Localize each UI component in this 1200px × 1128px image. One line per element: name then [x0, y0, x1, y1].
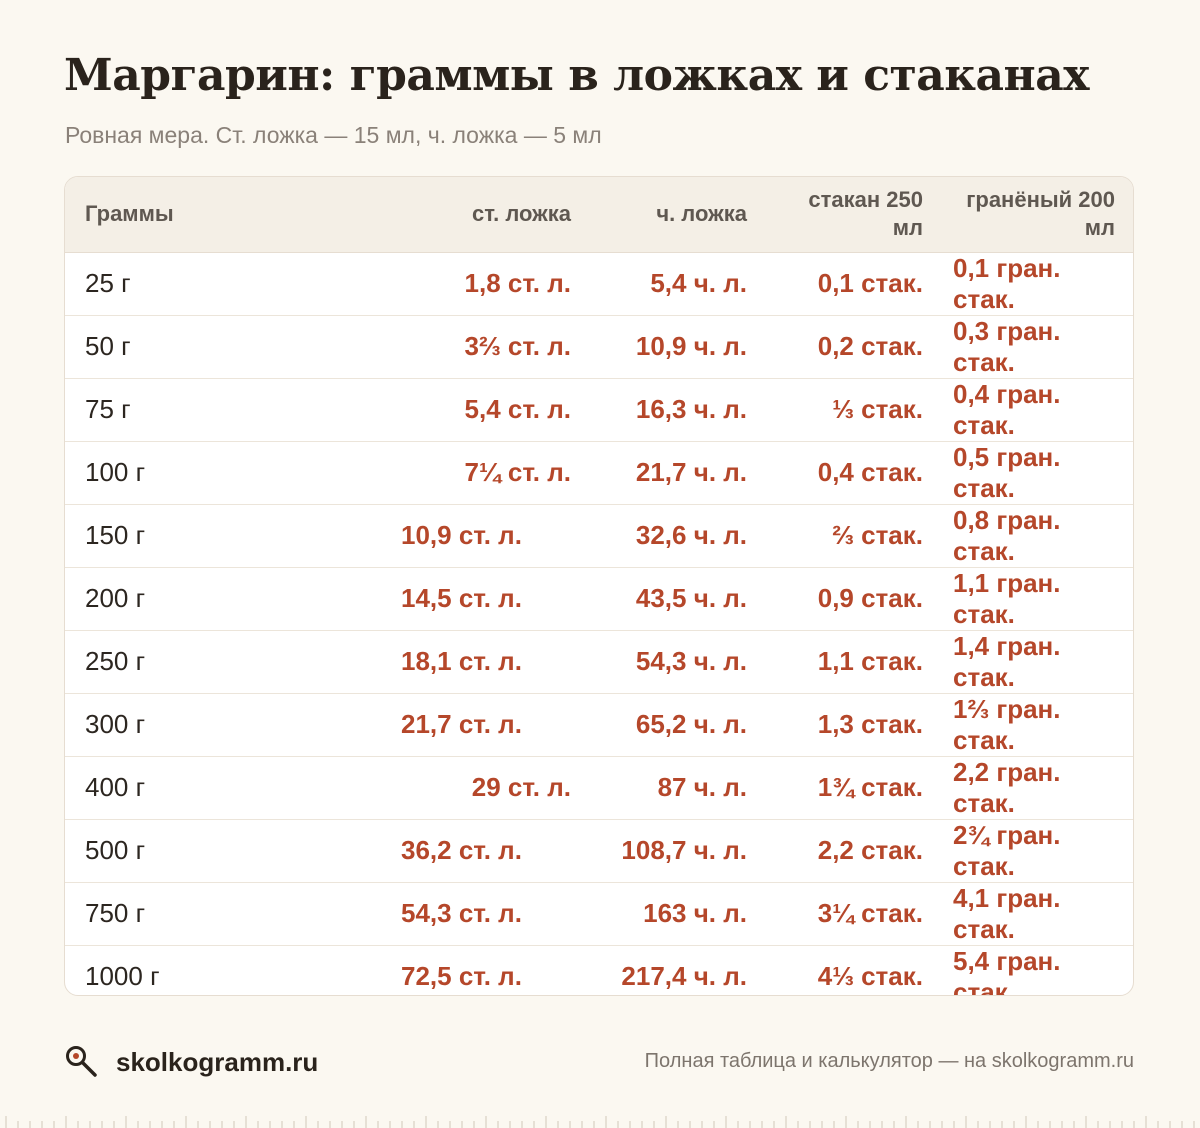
- cell-teaspoon: 21,7 ч. л.: [591, 440, 767, 504]
- table-row: 150 г 10,9 ст. л. 32,6 ч. л. ⅔ стак. 0,8 гра…: [65, 503, 1133, 567]
- cell-cup-250: 4⅓ стак.: [767, 944, 943, 995]
- cell-teaspoon: 87 ч. л.: [591, 755, 767, 819]
- cell-cup-250: ⅔ стак.: [767, 503, 943, 567]
- cell-tablespoon: 14,5 ст. л.: [391, 566, 591, 630]
- table-row: 750 г 54,3 ст. л. 163 ч. л. 3¼ стак. 4,1 гра…: [65, 881, 1133, 945]
- cell-faceted-glass-200: 0,1 гран. стак.: [953, 252, 1061, 314]
- page-subtitle: Ровная мера. Ст. ложка — 15 мл, ч. ложка…: [65, 122, 602, 148]
- footer-note: Полная таблица и калькулятор — на skolko…: [644, 1050, 1134, 1072]
- cell-teaspoon: 10,9 ч. л.: [591, 314, 767, 378]
- header-row: Граммы ст. ложка ч. ложка стакан 250 мл …: [65, 177, 1133, 253]
- cell-faceted-glass-200: 4,1 гран. стак.: [943, 881, 1133, 945]
- cell-cup-250: 2,2 стак.: [767, 818, 943, 882]
- cell-teaspoon: 163 ч. л.: [591, 881, 767, 945]
- cell-teaspoon: 54,3 ч. л.: [591, 629, 767, 693]
- table-row: 75 г 5,4 ст. л. 16,3 ч. л. ⅓ стак. 0,4 гран.…: [65, 377, 1133, 441]
- cell-tablespoon: 36,2 ст. л.: [391, 818, 591, 882]
- cell-tablespoon: 21,7 ст. л.: [391, 692, 591, 756]
- cell-cup-250: 0,1 стак.: [817, 268, 923, 298]
- table-row: 400 г 29 ст. л. 87 ч. л. 1¾ стак. 2,2 гран. …: [65, 755, 1133, 819]
- cell-grams: 250 г: [65, 629, 391, 693]
- table-row: 300 г 21,7 ст. л. 65,2 ч. л. 1,3 стак. 1⅔ гр…: [65, 692, 1133, 756]
- conversion-table: Граммы ст. ложка ч. ложка стакан 250 мл …: [65, 177, 1133, 995]
- cell-faceted-glass-200: 1,4 гран. стак.: [943, 629, 1133, 693]
- cell-tablespoon: 3⅔ ст. л.: [391, 314, 591, 378]
- table-row: 25 г 1,8 ст. л. 5,4 ч. л. 0,1 стак. 0,1 гран…: [65, 252, 1133, 315]
- cell-faceted-glass-200: 0,3 гран. стак.: [943, 314, 1133, 378]
- header-teaspoon: ч. ложка: [591, 177, 767, 253]
- cell-grams: 25 г: [85, 268, 131, 298]
- cell-cup-250: 1¾ стак.: [767, 755, 943, 819]
- table-row: 250 г 18,1 ст. л. 54,3 ч. л. 1,1 стак. 1,4 г…: [65, 629, 1133, 693]
- cell-faceted-glass-200: 0,4 гран. стак.: [943, 377, 1133, 441]
- cell-grams: 400 г: [65, 755, 391, 819]
- cell-faceted-glass-200: 1⅔ гран. стак.: [943, 692, 1133, 756]
- cell-grams: 150 г: [65, 503, 391, 567]
- cell-teaspoon: 108,7 ч. л.: [591, 818, 767, 882]
- cell-teaspoon: 16,3 ч. л.: [591, 377, 767, 441]
- cell-grams: 75 г: [65, 377, 391, 441]
- footer-logo[interactable]: skolkogramm.ru: [64, 1044, 318, 1080]
- header-tablespoon: ст. ложка: [391, 177, 591, 253]
- cell-faceted-glass-200: 5,4 гран. стак.: [943, 944, 1133, 995]
- cell-cup-250: ⅓ стак.: [767, 377, 943, 441]
- cell-tablespoon: 10,9 ст. л.: [391, 503, 591, 567]
- table-row: 100 г 7¼ ст. л. 21,7 ч. л. 0,4 стак. 0,5 гра…: [65, 440, 1133, 504]
- cell-tablespoon: 7¼ ст. л.: [391, 440, 591, 504]
- cell-grams: 300 г: [65, 692, 391, 756]
- cell-faceted-glass-200: 1,1 гран. стак.: [943, 566, 1133, 630]
- cell-faceted-glass-200: 0,5 гран. стак.: [943, 440, 1133, 504]
- header-grams: Граммы: [65, 177, 391, 253]
- cell-cup-250: 1,1 стак.: [767, 629, 943, 693]
- cell-grams: 50 г: [65, 314, 391, 378]
- cell-tablespoon: 72,5 ст. л.: [391, 944, 591, 995]
- page-title: Маргарин: граммы в ложках и стаканах: [64, 50, 1090, 101]
- cell-tablespoon: 1,8 ст. л.: [464, 268, 571, 298]
- magnifier-icon: [66, 1046, 97, 1077]
- cell-grams: 100 г: [65, 440, 391, 504]
- conversion-table-card: Граммы ст. ложка ч. ложка стакан 250 мл …: [64, 176, 1134, 996]
- cell-teaspoon: 217,4 ч. л.: [591, 944, 767, 995]
- cell-teaspoon: 65,2 ч. л.: [591, 692, 767, 756]
- table-row: 500 г 36,2 ст. л. 108,7 ч. л. 2,2 стак. 2¾ г…: [65, 818, 1133, 882]
- cell-tablespoon: 18,1 ст. л.: [391, 629, 591, 693]
- cell-teaspoon: 43,5 ч. л.: [591, 566, 767, 630]
- cell-grams: 750 г: [65, 881, 391, 945]
- cell-tablespoon: 29 ст. л.: [391, 755, 591, 819]
- header-cup-250: стакан 250 мл: [767, 177, 943, 253]
- cell-faceted-glass-200: 2,2 гран. стак.: [943, 755, 1133, 819]
- table-row: 50 г 3⅔ ст. л. 10,9 ч. л. 0,2 стак. 0,3 гран…: [65, 314, 1133, 378]
- cell-faceted-glass-200: 2¾ гран. стак.: [943, 818, 1133, 882]
- cell-cup-250: 0,4 стак.: [767, 440, 943, 504]
- cell-cup-250: 3¼ стак.: [767, 881, 943, 945]
- cell-cup-250: 0,2 стак.: [767, 314, 943, 378]
- cell-cup-250: 1,3 стак.: [767, 692, 943, 756]
- ruler-decoration: [5, 1116, 1195, 1128]
- table-body: 25 г 1,8 ст. л. 5,4 ч. л. 0,1 стак. 0,1 гран…: [65, 252, 1133, 995]
- cell-teaspoon: 32,6 ч. л.: [591, 503, 767, 567]
- cell-tablespoon: 54,3 ст. л.: [391, 881, 591, 945]
- table-row: 1000 г 72,5 ст. л. 217,4 ч. л. 4⅓ стак. 5,4 …: [65, 944, 1133, 995]
- site-name[interactable]: skolkogramm.ru: [116, 1046, 319, 1077]
- cell-grams: 1000 г: [65, 944, 391, 995]
- cell-grams: 200 г: [65, 566, 391, 630]
- table-row: 200 г 14,5 ст. л. 43,5 ч. л. 0,9 стак. 1,1 г…: [65, 566, 1133, 630]
- table-header: Граммы ст. ложка ч. ложка стакан 250 мл …: [65, 177, 1133, 253]
- header-faceted-glass-200: гранёный 200 мл: [943, 177, 1133, 253]
- cell-tablespoon: 5,4 ст. л.: [391, 377, 591, 441]
- cell-grams: 500 г: [65, 818, 391, 882]
- cell-teaspoon: 5,4 ч. л.: [650, 268, 747, 298]
- cell-faceted-glass-200: 0,8 гран. стак.: [943, 503, 1133, 567]
- cell-cup-250: 0,9 стак.: [767, 566, 943, 630]
